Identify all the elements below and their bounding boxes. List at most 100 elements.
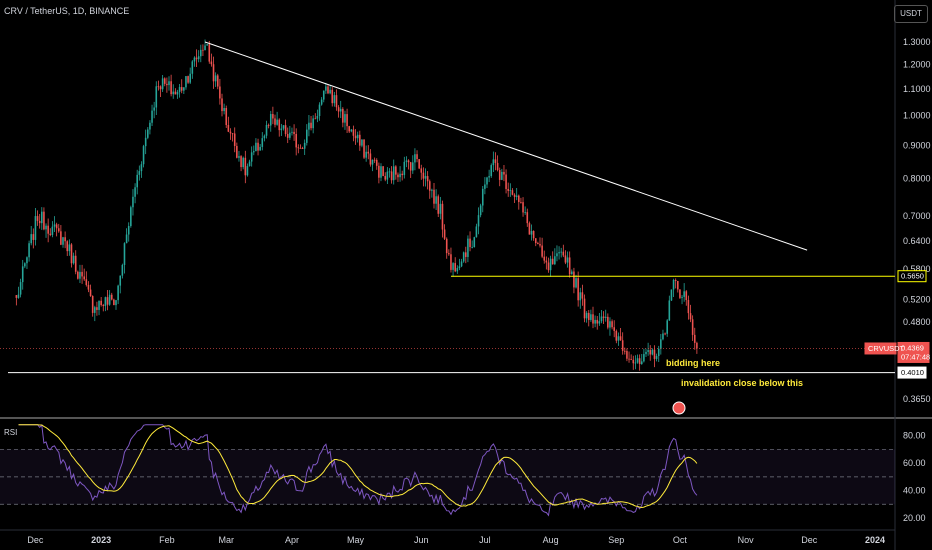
candle-body [354, 135, 357, 139]
candle-body [518, 195, 520, 203]
candle-body [278, 119, 281, 131]
candle-body [679, 289, 681, 298]
candle-body [159, 86, 162, 90]
candle-body [333, 95, 336, 104]
candle-body [272, 114, 274, 119]
candle-body [202, 49, 204, 51]
candle-body [477, 215, 480, 227]
candle-body [91, 296, 94, 313]
y-tick-label: 0.5800 [903, 264, 931, 274]
candle-body [318, 104, 321, 116]
candle-body [600, 316, 603, 322]
candle-body [208, 44, 211, 62]
candle-body [180, 87, 183, 91]
candle-body [19, 282, 22, 295]
candle-body [537, 243, 539, 244]
candle-body [373, 159, 376, 161]
symbol-badge-text: CRVUSDT [868, 344, 905, 353]
candle-body [503, 171, 505, 175]
candle-body [626, 351, 628, 359]
candle-body [15, 295, 18, 298]
candle-body [375, 159, 378, 166]
candle-body [590, 314, 592, 320]
candle-body [496, 162, 499, 171]
candle-body [560, 251, 562, 253]
candle-body [161, 78, 164, 90]
candle-body [696, 342, 698, 349]
last-price-badge-text: 07:47:48 [901, 352, 930, 361]
x-tick-label: Oct [673, 535, 688, 545]
candle-body [187, 76, 189, 83]
symbol-badge: CRVUSDT [864, 342, 905, 355]
candle-body [312, 118, 314, 129]
candle-body [585, 312, 588, 319]
currency-button[interactable]: USDT [894, 5, 928, 23]
candle-body [666, 320, 668, 334]
candle-body [365, 151, 367, 158]
candle-body [581, 292, 584, 299]
candle-body [613, 327, 615, 331]
candle-body [98, 300, 100, 310]
candle-body [611, 321, 613, 328]
candle-body [53, 224, 56, 227]
candle-body [253, 151, 255, 153]
candle-body [422, 172, 425, 179]
candle-body [579, 292, 582, 301]
symbol-badge-bg [864, 342, 897, 355]
candle-body [577, 278, 579, 301]
y-tick-label: 0.5200 [903, 295, 931, 305]
candle-body [24, 263, 26, 267]
candle-body [204, 45, 206, 51]
candle-body [604, 316, 607, 318]
candle-body [431, 189, 433, 191]
candle-body [549, 258, 552, 271]
candle-body [191, 61, 194, 74]
candle-body [87, 284, 90, 290]
candle-body [227, 125, 230, 132]
candle-body [130, 207, 132, 227]
candle-body [662, 333, 664, 340]
candle-body [651, 349, 654, 355]
level-badge-lower-text: 0.4010 [901, 368, 924, 377]
candle-body [185, 76, 187, 88]
candle-body [564, 255, 567, 263]
candle-body [236, 145, 238, 158]
candle-body [505, 174, 507, 189]
candle-body [465, 252, 467, 257]
candle-body [414, 154, 416, 163]
candle-body [197, 56, 200, 60]
candle-body [289, 132, 291, 138]
candle-body [151, 110, 153, 123]
candle-body [617, 336, 620, 341]
candle-body [636, 358, 639, 363]
candle-body [121, 264, 124, 276]
candle-body [409, 162, 412, 171]
candle-body [293, 131, 295, 134]
candle-body [511, 190, 514, 195]
candle-body [386, 171, 389, 180]
x-tick-label: Aug [543, 535, 559, 545]
candle-body [490, 165, 493, 177]
x-tick-label: 2023 [91, 535, 111, 545]
rsi-tick-label: 60.00 [903, 458, 926, 468]
level-badge-upper-text: 0.5650 [901, 272, 924, 281]
candle-body [382, 166, 384, 177]
candle-body [216, 75, 219, 87]
candle-body [110, 294, 113, 300]
candle-body [140, 164, 143, 172]
candle-body [153, 107, 155, 111]
candle-body [598, 321, 601, 324]
candle-body [683, 291, 685, 297]
candle-body [492, 159, 495, 166]
candle-body [363, 139, 365, 158]
candle-body [229, 131, 232, 134]
candle-body [481, 188, 484, 206]
candle-body [471, 247, 473, 248]
candle-body [206, 44, 208, 46]
candle-body [522, 202, 524, 213]
rsi-line [18, 424, 698, 517]
candle-body [672, 279, 675, 290]
candle-body [630, 359, 632, 360]
